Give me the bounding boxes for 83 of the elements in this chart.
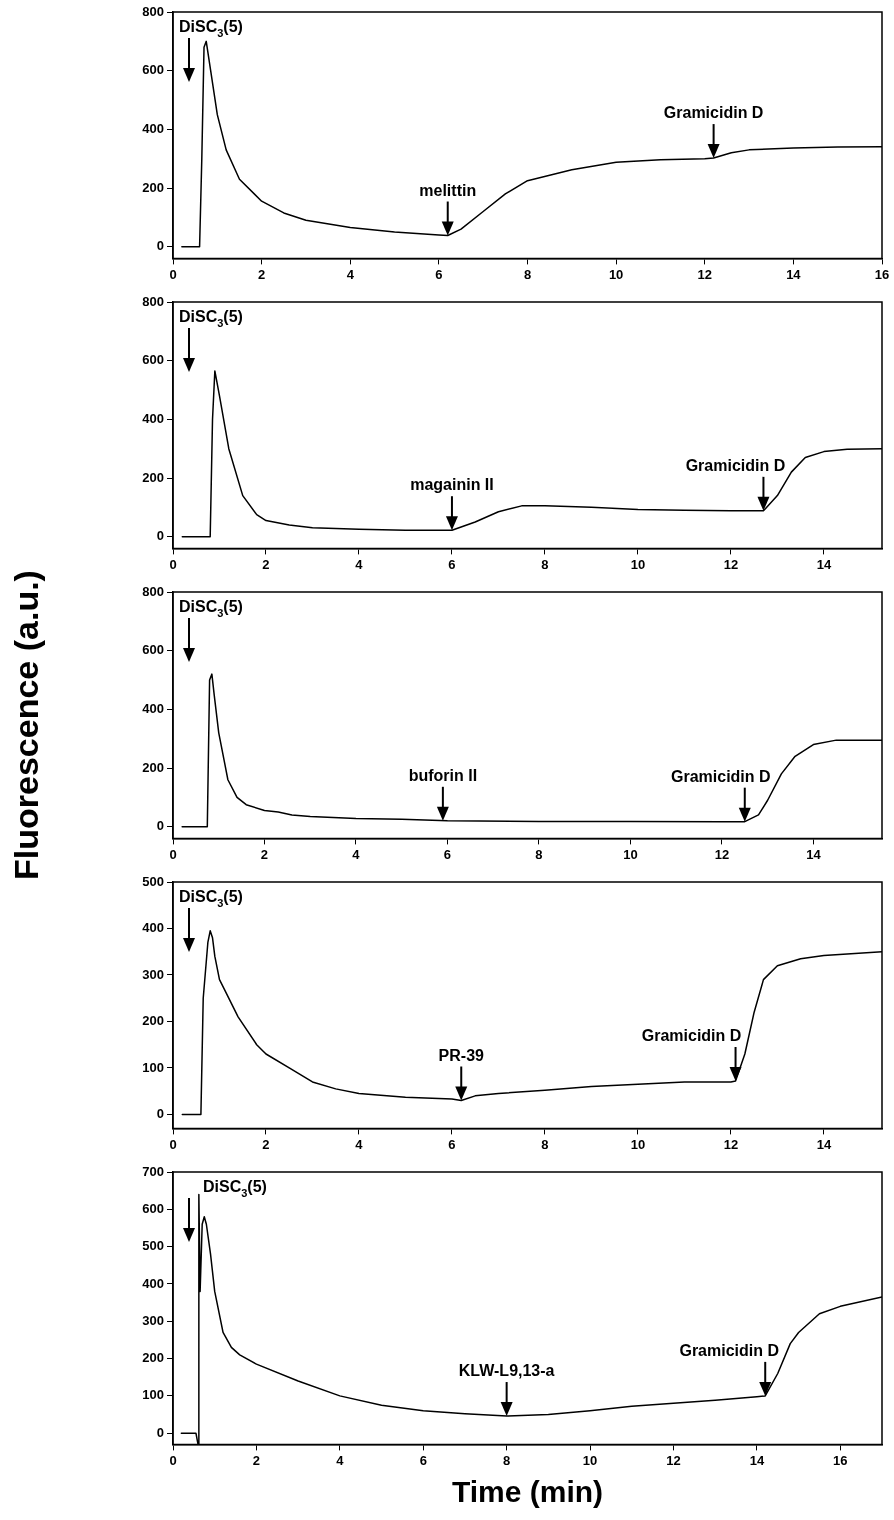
annotation: KLW-L9,13-a	[458, 1362, 555, 1380]
y-axis-title: Fluorescence (a.u.)	[6, 570, 46, 880]
y-tick-label: 100	[142, 1059, 164, 1075]
y-tick-label: 100	[142, 1387, 164, 1403]
x-tick-label: 6	[448, 1136, 456, 1152]
x-tick-label: 2	[258, 266, 266, 282]
y-tick-label: 600	[142, 1200, 164, 1216]
x-tick-label: 12	[723, 556, 739, 572]
x-tick-label: 8	[541, 556, 549, 572]
x-tick-label: 14	[749, 1452, 765, 1468]
x-tick-label: 10	[608, 266, 624, 282]
x-tick-label: 4	[346, 266, 355, 282]
x-tick-label: 16	[833, 1452, 848, 1468]
y-tick-label: 200	[142, 759, 164, 775]
x-tick-label: 12	[697, 266, 712, 282]
x-tick-label: 0	[169, 846, 177, 862]
annotation: Gramicidin D	[663, 104, 764, 122]
annotation: Gramicidin D	[685, 456, 786, 474]
x-tick-label: 14	[786, 266, 802, 282]
y-tick-label: 500	[142, 873, 164, 889]
y-tick-label: 400	[142, 700, 164, 716]
x-tick-label: 2	[252, 1452, 261, 1468]
x-tick-label: 0	[169, 1136, 177, 1152]
y-tick-label: 200	[142, 1350, 164, 1366]
x-tick-label: 14	[816, 1136, 832, 1152]
x-tick-label: 8	[541, 1136, 549, 1152]
x-tick-label: 0	[169, 266, 177, 282]
annotation: PR-39	[438, 1046, 485, 1064]
y-tick-label: 800	[142, 583, 164, 599]
y-tick-label: 300	[142, 1312, 164, 1328]
annotation: Gramicidin D	[670, 767, 771, 785]
annotation: buforin II	[408, 766, 478, 784]
x-tick-label: 6	[443, 846, 452, 862]
y-tick-label: 0	[156, 238, 164, 254]
y-tick-label: 400	[142, 1275, 164, 1291]
x-tick-label: 8	[523, 266, 532, 282]
x-tick-label: 2	[262, 556, 270, 572]
x-tick-label: 8	[503, 1452, 511, 1468]
x-tick-label: 8	[535, 846, 543, 862]
x-tick-label: 4	[355, 1136, 364, 1152]
y-tick-label: 0	[156, 818, 164, 834]
y-tick-label: 400	[142, 120, 164, 136]
y-tick-label: 0	[156, 528, 164, 544]
y-tick-label: 500	[142, 1238, 164, 1254]
x-tick-label: 12	[666, 1452, 681, 1468]
x-axis-title: Time (min)	[451, 1475, 604, 1509]
x-tick-label: 0	[169, 1452, 177, 1468]
annotation: Gramicidin D	[641, 1026, 742, 1044]
x-tick-label: 4	[352, 846, 361, 862]
y-tick-label: 300	[142, 966, 164, 982]
y-tick-label: 400	[142, 920, 164, 936]
y-tick-label: 200	[142, 1013, 164, 1029]
x-tick-label: 4	[336, 1452, 345, 1468]
y-tick-label: 400	[142, 410, 164, 426]
x-tick-label: 16	[874, 266, 890, 282]
x-tick-label: 10	[630, 1136, 646, 1152]
x-tick-label: 2	[260, 846, 269, 862]
x-tick-label: 6	[448, 556, 456, 572]
x-tick-label: 6	[435, 266, 443, 282]
y-tick-label: 800	[142, 3, 164, 19]
x-tick-label: 0	[169, 556, 177, 572]
x-tick-label: 6	[419, 1452, 427, 1468]
x-tick-label: 10	[582, 1452, 598, 1468]
x-tick-label: 14	[816, 556, 832, 572]
x-tick-label: 14	[806, 846, 822, 862]
x-tick-label: 4	[355, 556, 364, 572]
x-tick-label: 10	[623, 846, 638, 862]
x-tick-label: 10	[630, 556, 646, 572]
x-tick-label: 12	[714, 846, 730, 862]
y-tick-label: 800	[142, 293, 164, 309]
y-tick-label: 0	[156, 1424, 164, 1440]
x-tick-label: 2	[262, 1136, 270, 1152]
y-tick-label: 200	[142, 179, 164, 195]
y-tick-label: 700	[142, 1163, 164, 1179]
y-tick-label: 600	[142, 62, 164, 78]
y-tick-label: 200	[142, 469, 164, 485]
x-tick-label: 12	[723, 1136, 739, 1152]
annotation: melittin	[419, 181, 477, 199]
y-tick-label: 0	[156, 1106, 164, 1122]
y-tick-label: 600	[142, 352, 164, 368]
y-tick-label: 600	[142, 642, 164, 658]
annotation: Gramicidin D	[679, 1341, 780, 1359]
annotation: magainin II	[410, 476, 494, 494]
